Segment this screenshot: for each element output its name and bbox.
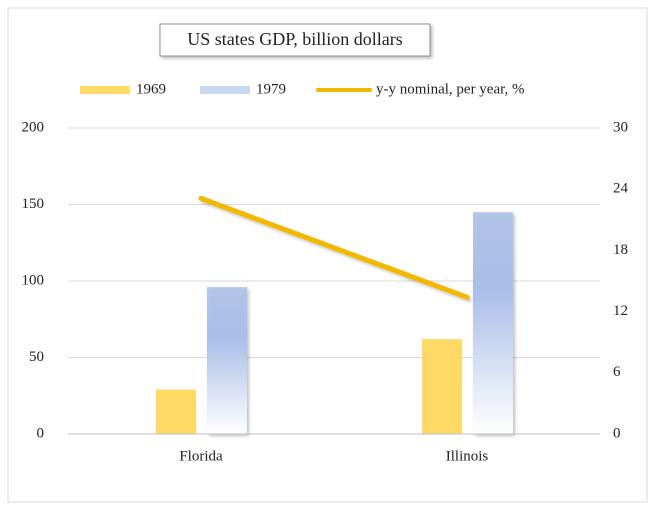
line: [198, 195, 470, 300]
y2-tick-label: 12: [613, 303, 628, 319]
legend-label: y-y nominal, per year, %: [376, 81, 525, 97]
title-box: [159, 23, 431, 57]
bar: [422, 339, 462, 434]
y-tick-label: 100: [22, 272, 45, 288]
y2-tick-label: 30: [613, 119, 628, 135]
chart-border: [7, 7, 648, 503]
y-tick-label: 50: [29, 349, 44, 365]
chart-title: US states GDP, billion dollars: [187, 29, 403, 49]
x-tick-label: Illinois: [446, 448, 489, 464]
legend-label: 1969: [136, 81, 166, 97]
legend-swatch: [80, 86, 130, 94]
y2-tick-label: 24: [613, 181, 629, 197]
legend-label: 1979: [256, 81, 286, 97]
y-tick-label: 200: [22, 119, 45, 135]
x-tick-label: Florida: [179, 448, 223, 464]
y2-tick-label: 18: [613, 242, 628, 258]
bar: [473, 212, 513, 434]
y-tick-label: 0: [37, 425, 45, 441]
bar: [156, 389, 196, 434]
bar: [207, 287, 247, 434]
y2-tick-label: 6: [613, 364, 621, 380]
y-tick-label: 150: [22, 196, 45, 212]
y2-tick-label: 0: [613, 425, 621, 441]
legend-swatch: [200, 86, 250, 94]
